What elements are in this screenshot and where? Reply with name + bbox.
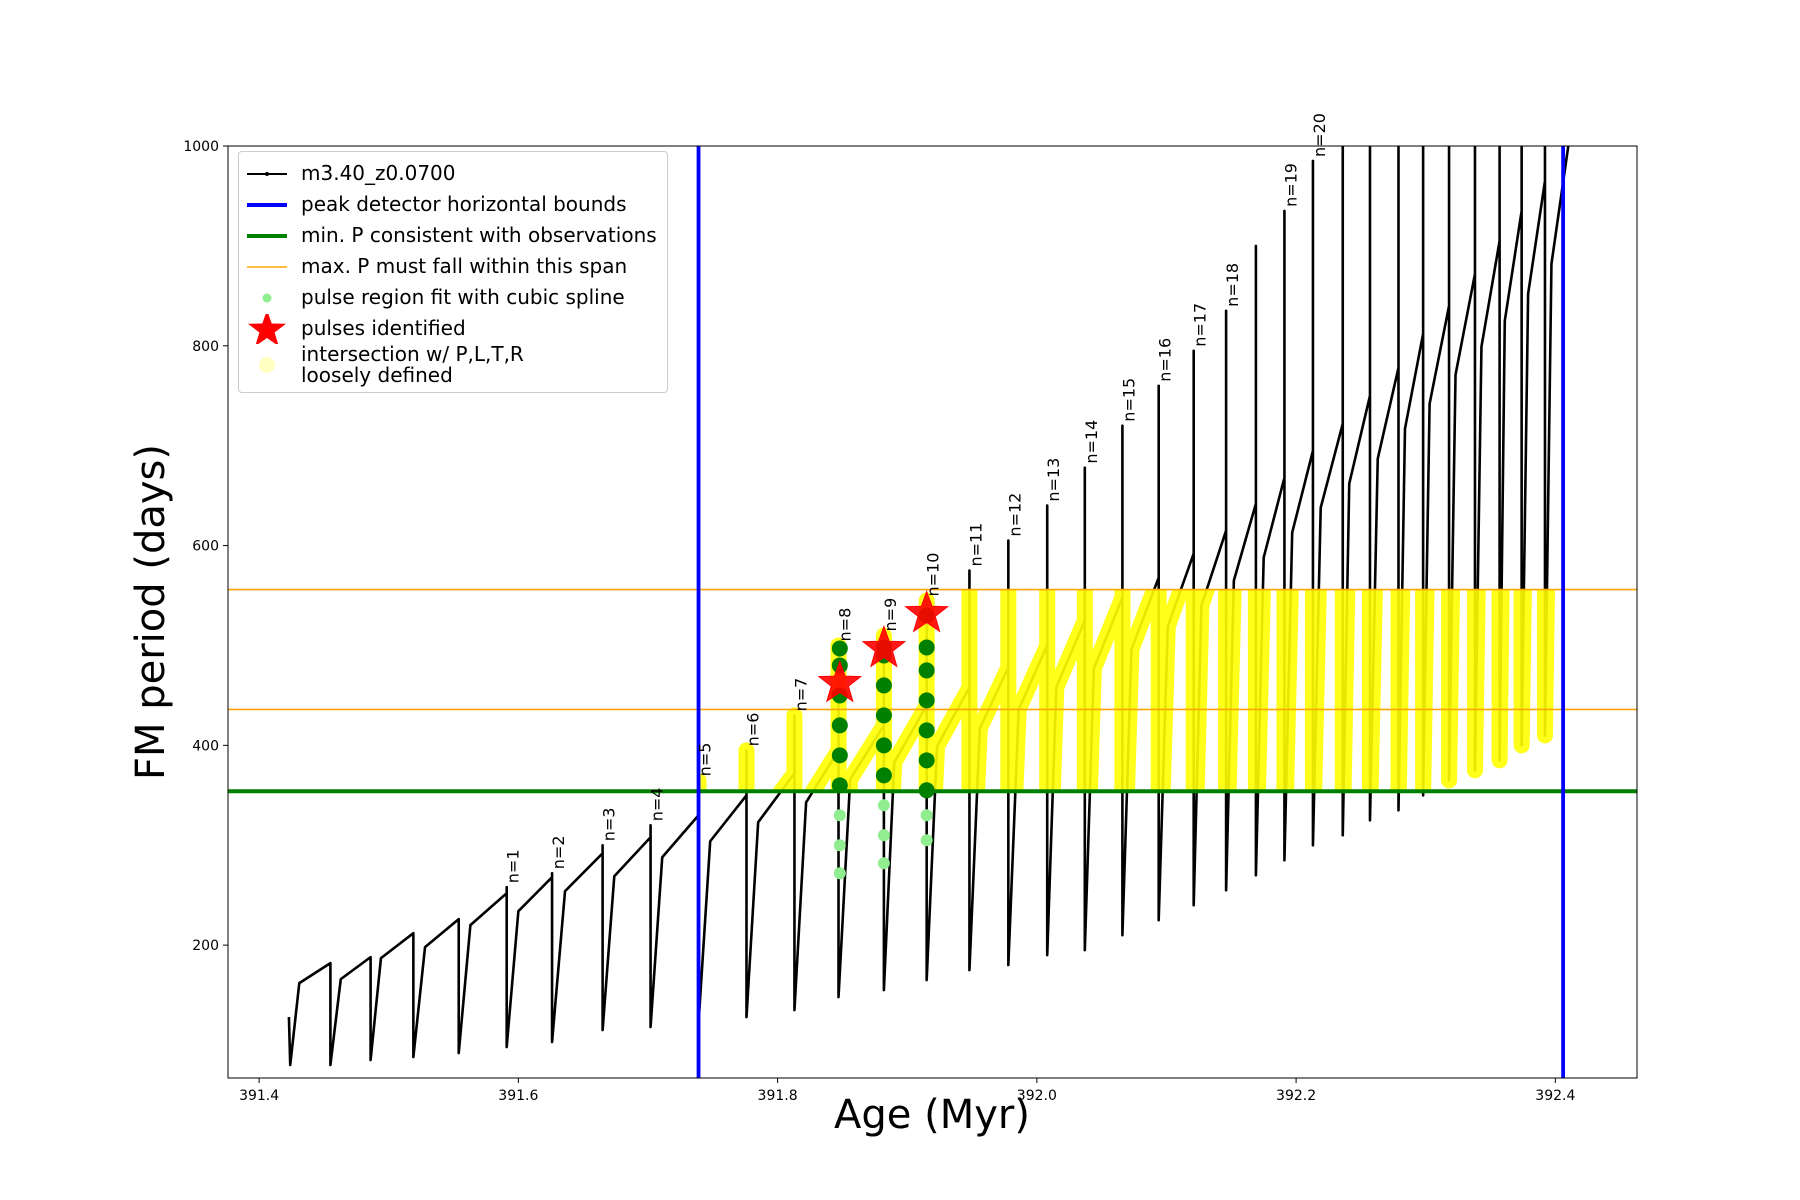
- pulse-label: n=13: [1044, 458, 1063, 502]
- spline-point: [875, 707, 892, 724]
- plot-area: [228, 146, 1637, 1078]
- pulse-label: n=4: [648, 788, 667, 822]
- pulse-label: n=12: [1005, 493, 1024, 537]
- y-tick-label: 800: [192, 339, 219, 355]
- x-tick-label: 392.2: [1276, 1088, 1316, 1104]
- legend-marker-shape: [262, 293, 272, 302]
- pulse-label: n=15: [1119, 378, 1138, 422]
- y-tick-label: 1000: [183, 139, 219, 155]
- pulse-label: n=3: [600, 808, 619, 842]
- spline-point: [831, 717, 848, 734]
- pulse-label: n=7: [791, 678, 810, 712]
- pulse-label: n=11: [966, 523, 985, 567]
- x-axis-label: Age (Myr): [834, 1092, 1030, 1138]
- legend-marker: [247, 265, 287, 268]
- pulse-label: n=20: [1310, 113, 1329, 157]
- legend-entry: m3.40_z0.0700: [245, 158, 657, 189]
- pulse-label: n=16: [1156, 338, 1175, 382]
- spline-point: [920, 834, 933, 847]
- pulse-star: [904, 590, 950, 633]
- legend-entry: pulse region fit with cubic spline: [245, 282, 657, 313]
- legend-marker: [259, 357, 275, 373]
- pulse-label: n=10: [924, 553, 943, 597]
- spline-point: [877, 799, 890, 812]
- pulse-label: n=19: [1281, 163, 1300, 207]
- legend-marker-shape: [259, 357, 275, 373]
- plot-frame: [227, 145, 1638, 1079]
- spline-point: [831, 777, 848, 794]
- spline-point: [918, 752, 935, 769]
- x-tick-label: 391.4: [239, 1088, 279, 1104]
- spline-point: [877, 857, 890, 870]
- pulse-label: n=9: [881, 598, 900, 632]
- legend-label: pulses identified: [301, 316, 466, 340]
- spline-point: [918, 662, 935, 679]
- legend-label: pulse region fit with cubic spline: [301, 285, 625, 309]
- legend-entry: pulses identified: [245, 313, 657, 344]
- legend-marker: [247, 202, 287, 207]
- y-tick-label: 200: [192, 938, 219, 954]
- spline-point: [833, 839, 846, 852]
- y-axis-label: FM period (days): [128, 444, 174, 780]
- legend-marker-shape: [248, 313, 286, 344]
- spline-point: [918, 782, 935, 799]
- x-tick-label: 392.4: [1535, 1088, 1575, 1104]
- pulse-label: n=2: [549, 835, 568, 869]
- x-tick-label: 392.0: [1017, 1088, 1057, 1104]
- pulse-label: n=14: [1082, 420, 1101, 464]
- pulse-label: n=1: [504, 849, 523, 883]
- legend-label: intersection w/ P,L,T,R loosely defined: [301, 342, 524, 387]
- legend-label: min. P consistent with observations: [301, 223, 657, 247]
- spline-point: [920, 809, 933, 822]
- legend-entry: peak detector horizontal bounds: [245, 189, 657, 220]
- legend-label: max. P must fall within this span: [301, 254, 628, 278]
- legend-label: peak detector horizontal bounds: [301, 192, 627, 216]
- spline-point: [918, 692, 935, 709]
- pulse-label: n=6: [743, 713, 762, 747]
- x-tick-label: 391.6: [498, 1088, 538, 1104]
- y-tick-label: 600: [192, 539, 219, 555]
- spline-point: [833, 867, 846, 880]
- pulse-label: n=18: [1223, 263, 1242, 307]
- pulse-star: [817, 659, 863, 703]
- pulse-label: n=17: [1191, 303, 1210, 347]
- legend-marker: [262, 293, 272, 302]
- spline-point: [831, 640, 848, 657]
- legend-marker: [248, 313, 286, 344]
- pulse-label: n=5: [696, 743, 715, 777]
- legend-entry: max. P must fall within this span: [245, 251, 657, 282]
- spline-point: [918, 722, 935, 739]
- spline-point: [918, 639, 935, 656]
- pulse-star: [861, 625, 907, 668]
- x-tick-label: 391.8: [758, 1088, 798, 1104]
- legend-entry: min. P consistent with observations: [245, 220, 657, 251]
- legend-label: m3.40_z0.0700: [301, 161, 456, 185]
- data-line: [287, 146, 1570, 1067]
- spline-point: [875, 767, 892, 784]
- legend-marker-shape: [265, 171, 269, 176]
- spline-point: [877, 829, 890, 842]
- legend-marker: [247, 233, 287, 238]
- y-tick-label: 400: [192, 738, 219, 754]
- pulse-label: n=8: [836, 608, 855, 642]
- spline-point: [875, 677, 892, 694]
- spline-point: [831, 747, 848, 764]
- legend-marker: [247, 171, 287, 176]
- spline-point: [875, 737, 892, 754]
- spline-point: [833, 809, 846, 822]
- legend-entry: intersection w/ P,L,T,R loosely defined: [245, 344, 657, 386]
